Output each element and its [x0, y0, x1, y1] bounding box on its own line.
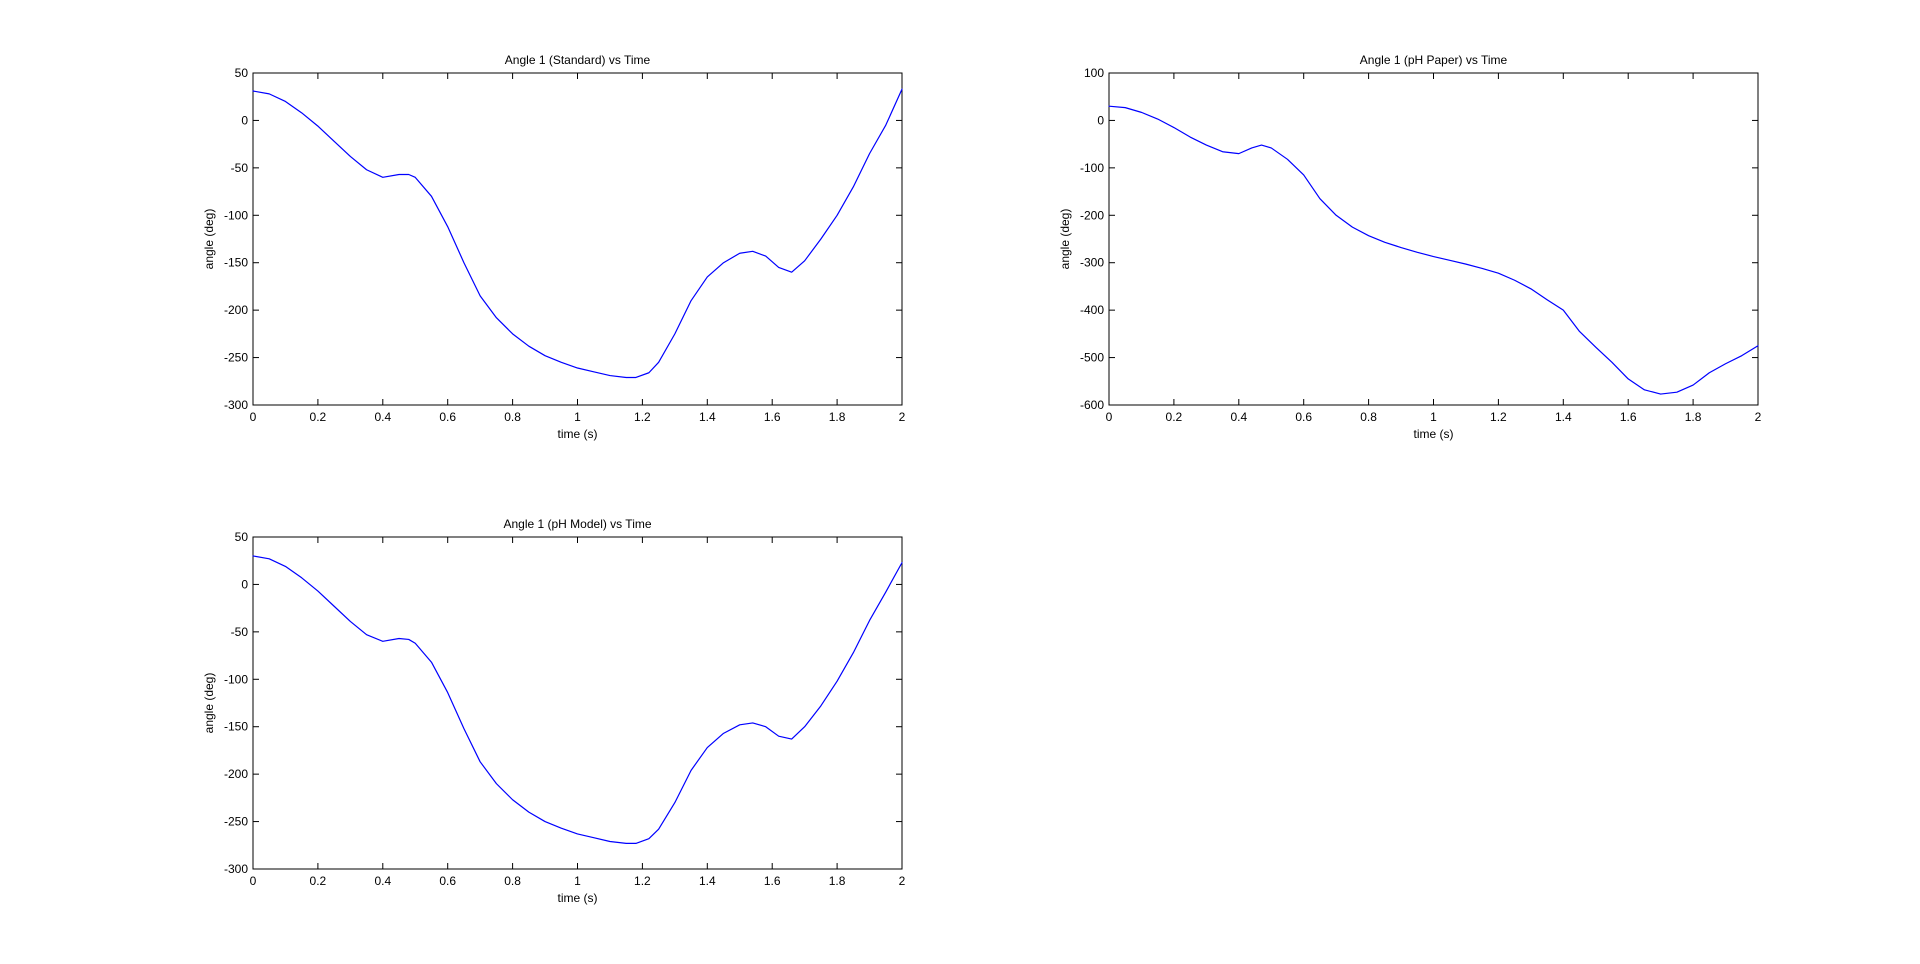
series-line-1: [252, 555, 903, 844]
y-axis-label: angle (deg): [202, 673, 216, 734]
x-axis-label: time (s): [558, 891, 598, 905]
x-tick-label: 1: [574, 410, 581, 424]
y-tick-label: 0: [241, 113, 248, 127]
plot-frame: [1108, 72, 1759, 406]
x-tick-label: 0.4: [374, 874, 391, 888]
x-tick-label: 1.2: [634, 874, 651, 888]
x-tick-label: 1.4: [699, 410, 716, 424]
x-tick-label: 0.4: [374, 410, 391, 424]
y-axis-label: angle (deg): [1058, 209, 1072, 270]
x-axis-label: time (s): [1414, 427, 1454, 441]
y-tick-label: -600: [1080, 398, 1104, 412]
x-tick-label: 2: [899, 874, 906, 888]
x-tick-label: 1.8: [829, 410, 846, 424]
x-tick-label: 1.4: [699, 874, 716, 888]
y-tick-label: 50: [235, 530, 249, 544]
x-tick-label: 1.2: [1490, 410, 1507, 424]
x-tick-label: 0.2: [310, 874, 327, 888]
x-tick-label: 1.4: [1555, 410, 1572, 424]
chart-title: Angle 1 (pH Paper) vs Time: [1360, 53, 1508, 67]
x-tick-label: 1.6: [764, 410, 781, 424]
x-tick-label: 2: [899, 410, 906, 424]
plot-frame: [252, 72, 903, 406]
y-tick-label: -100: [224, 672, 248, 686]
y-tick-label: 0: [1097, 113, 1104, 127]
y-tick-label: -500: [1080, 351, 1104, 365]
y-tick-label: -250: [224, 351, 248, 365]
y-tick-label: -150: [224, 720, 248, 734]
x-tick-label: 1.6: [764, 874, 781, 888]
y-tick-label: -400: [1080, 303, 1104, 317]
y-tick-label: 0: [241, 577, 248, 591]
chart-1: Angle 1 (Standard) vs Time 0 0.2 0.4 0.6 0.8 1…: [202, 53, 906, 441]
y-tick-label: -100: [224, 208, 248, 222]
x-axis-label: time (s): [558, 427, 598, 441]
x-tick-label: 0.8: [504, 410, 521, 424]
y-tick-label: -200: [224, 767, 248, 781]
x-tick-label: 0: [250, 874, 257, 888]
y-tick-label: -150: [224, 256, 248, 270]
y-tick-label: -50: [231, 161, 249, 175]
y-axis-label: angle (deg): [202, 209, 216, 270]
x-tick-label: 1.6: [1620, 410, 1637, 424]
chart-3: Angle 1 (pH Model) vs Time 0 0.2 0.4 0.6 0.8 1…: [202, 517, 906, 905]
x-tick-label: 1.8: [1685, 410, 1702, 424]
plot-frame: [252, 536, 903, 870]
x-tick-label: 0.2: [310, 410, 327, 424]
x-tick-label: 1: [1430, 410, 1437, 424]
x-tick-label: 0.2: [1166, 410, 1183, 424]
x-tick-label: 0.6: [439, 874, 456, 888]
y-tick-label: -200: [1080, 208, 1104, 222]
x-tick-label: 1.8: [829, 874, 846, 888]
y-tick-label: -100: [1080, 161, 1104, 175]
y-tick-label: -250: [224, 815, 248, 829]
series-line-1: [252, 88, 903, 379]
x-tick-label: 0: [1106, 410, 1113, 424]
chart-title: Angle 1 (Standard) vs Time: [505, 53, 651, 67]
x-tick-label: 2: [1755, 410, 1762, 424]
y-tick-label: 100: [1084, 66, 1104, 80]
y-tick-label: 50: [235, 66, 249, 80]
chart-2: Angle 1 (pH Paper) vs Time 0 0.2 0.4 0.6 0.8 1…: [1058, 53, 1762, 441]
y-tick-label: -300: [1080, 256, 1104, 270]
x-tick-label: 0.6: [1295, 410, 1312, 424]
y-tick-label: -300: [224, 398, 248, 412]
y-tick-label: -200: [224, 303, 248, 317]
x-tick-label: 0.4: [1230, 410, 1247, 424]
chart-title: Angle 1 (pH Model) vs Time: [503, 517, 651, 531]
x-tick-label: 0.6: [439, 410, 456, 424]
x-tick-label: 0: [250, 410, 257, 424]
y-tick-label: -300: [224, 862, 248, 876]
series-line-1: [1108, 105, 1759, 395]
y-tick-label: -50: [231, 625, 249, 639]
x-tick-label: 0.8: [1360, 410, 1377, 424]
x-tick-label: 1.2: [634, 410, 651, 424]
x-tick-label: 0.8: [504, 874, 521, 888]
x-tick-label: 1: [574, 874, 581, 888]
